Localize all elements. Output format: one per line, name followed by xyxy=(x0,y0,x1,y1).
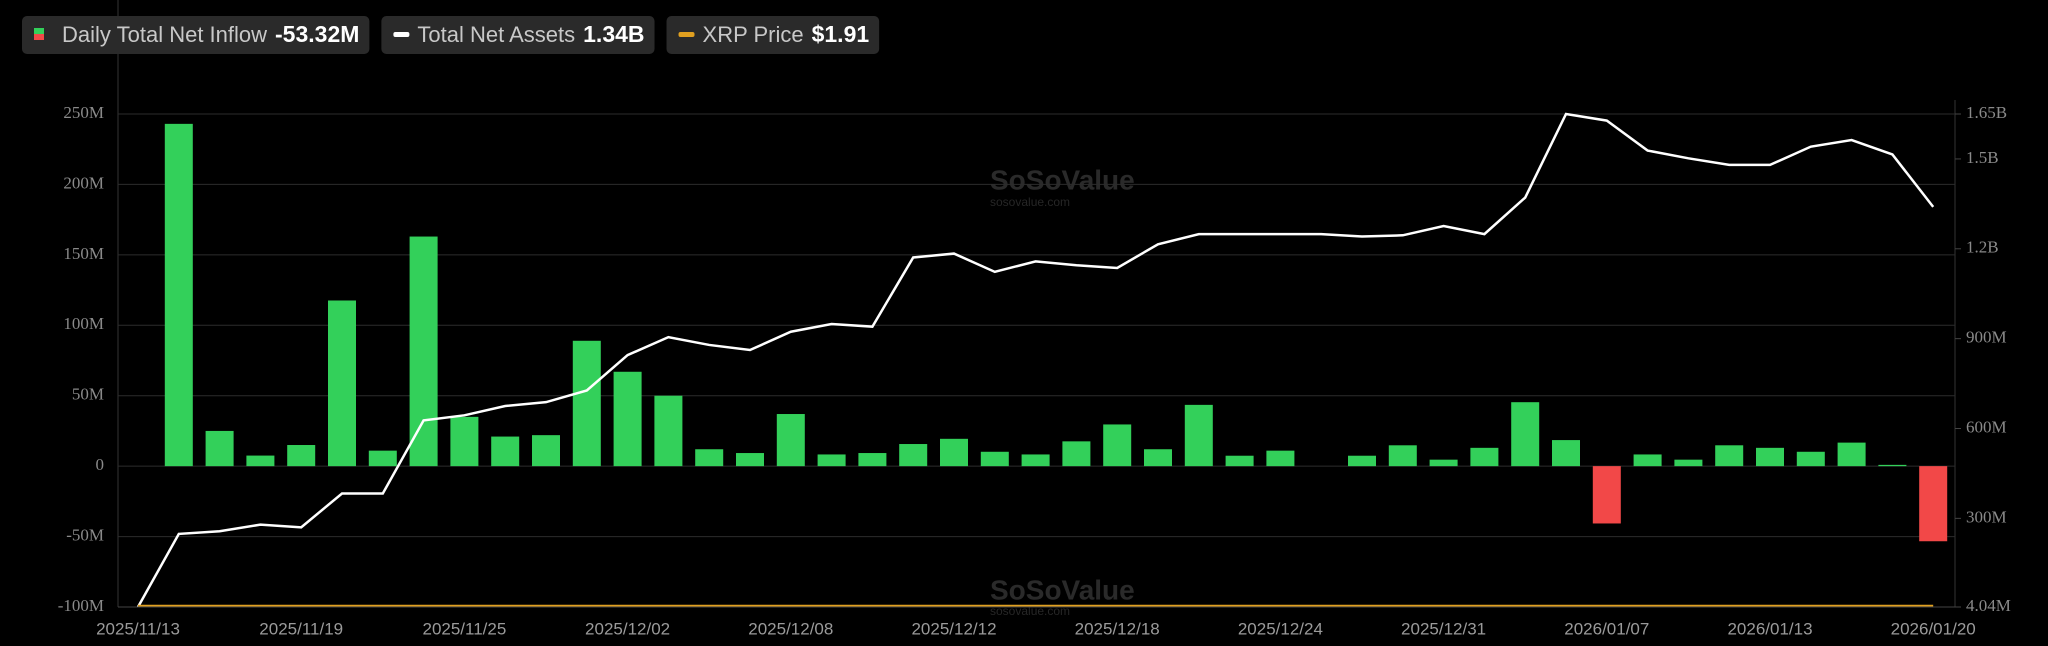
bar xyxy=(817,454,846,467)
bar xyxy=(1348,455,1376,467)
bar xyxy=(1715,445,1744,467)
y-tick-label: 100M xyxy=(63,314,104,333)
bar xyxy=(328,300,356,467)
bar xyxy=(654,395,683,467)
bar xyxy=(736,453,764,467)
bar xyxy=(1021,454,1050,467)
legend-value: 1.34B xyxy=(583,21,644,47)
bar xyxy=(1184,404,1213,467)
legend-item: XRP Price $1.91 xyxy=(666,16,880,54)
watermark-site: sosovalue.com xyxy=(990,604,1070,618)
y2-tick-label: 300M xyxy=(1966,507,2007,526)
x-tick-label: 2025/11/19 xyxy=(259,619,343,638)
watermark-brand: SoSoValue xyxy=(990,574,1135,605)
bar xyxy=(1266,450,1295,467)
bar xyxy=(1511,402,1540,467)
bar xyxy=(450,416,479,467)
x-tick-label: 2025/11/13 xyxy=(96,619,180,638)
x-tick-label: 2026/01/07 xyxy=(1564,619,1649,638)
y-tick-label: -50M xyxy=(66,525,104,544)
watermark-site: sosovalue.com xyxy=(990,195,1070,209)
watermark-brand: SoSoValue xyxy=(990,164,1135,195)
bar xyxy=(491,436,520,467)
x-tick-label: 2026/01/13 xyxy=(1727,619,1812,638)
x-tick-label: 2025/12/08 xyxy=(748,619,833,638)
bar xyxy=(164,123,193,467)
bar xyxy=(532,435,560,467)
x-tick-label: 2025/12/31 xyxy=(1401,619,1486,638)
bar xyxy=(1592,466,1621,524)
y2-tick-label: 1.2B xyxy=(1966,238,1999,257)
y-tick-label: 250M xyxy=(63,103,104,122)
legend-item: Total Net Assets 1.34B xyxy=(381,16,655,54)
bar xyxy=(1062,441,1091,467)
legend-box xyxy=(666,16,880,54)
bar xyxy=(368,450,397,467)
bar xyxy=(613,371,642,467)
legend-box xyxy=(381,16,655,54)
legend-item: Daily Total Net Inflow -53.32M xyxy=(22,16,370,54)
bar xyxy=(1103,424,1132,467)
bar xyxy=(246,455,275,467)
bar xyxy=(1837,442,1866,467)
bar xyxy=(1470,447,1499,467)
legend-label: Daily Total Net Inflow xyxy=(62,22,267,47)
bar xyxy=(1674,459,1703,467)
bar xyxy=(776,414,805,467)
y-tick-label: 200M xyxy=(63,173,104,192)
bar xyxy=(1429,459,1458,467)
y-tick-label: 0 xyxy=(96,455,105,474)
y2-tick-label: 1.65B xyxy=(1966,103,2007,122)
bar xyxy=(287,445,316,467)
legend-value: $1.91 xyxy=(812,21,870,47)
y2-tick-label: 4.04M xyxy=(1966,596,2011,615)
bar xyxy=(1388,445,1417,467)
legend-label: Total Net Assets xyxy=(417,22,575,47)
legend-label: XRP Price xyxy=(703,22,804,47)
y-tick-label: 50M xyxy=(72,385,104,404)
bar xyxy=(1633,454,1662,467)
y-tick-label: 150M xyxy=(63,244,104,263)
x-tick-label: 2025/11/25 xyxy=(422,619,506,638)
y2-tick-label: 900M xyxy=(1966,328,2007,347)
bar xyxy=(1552,440,1580,467)
bar xyxy=(1144,449,1172,467)
legend-swatch xyxy=(678,32,695,37)
bar xyxy=(205,430,234,467)
watermark: SoSoValue sosovalue.com SoSoValue sosova… xyxy=(990,164,1135,618)
bar xyxy=(1878,464,1907,467)
y2-tick-label: 600M xyxy=(1966,417,2007,436)
bar xyxy=(940,438,968,467)
bar xyxy=(1796,451,1825,467)
legend-value: -53.32M xyxy=(275,21,359,47)
bar xyxy=(858,453,887,467)
x-tick-label: 2025/12/12 xyxy=(911,619,996,638)
legend-box xyxy=(22,16,370,54)
y2-tick-label: 1.5B xyxy=(1966,148,1999,167)
legend-swatch xyxy=(34,28,44,34)
bar xyxy=(980,451,1009,467)
x-tick-label: 2025/12/02 xyxy=(585,619,670,638)
x-tick-label: 2025/12/24 xyxy=(1238,619,1323,638)
bar xyxy=(572,340,601,467)
bar xyxy=(1225,455,1254,467)
bar xyxy=(1919,466,1948,542)
y-tick-label: -100M xyxy=(58,596,104,615)
bar xyxy=(409,236,438,467)
x-tick-label: 2025/12/18 xyxy=(1075,619,1160,638)
bar xyxy=(1756,447,1784,467)
legend-swatch xyxy=(34,34,44,40)
legend-swatch xyxy=(393,32,410,37)
bar xyxy=(899,444,928,467)
bar xyxy=(695,449,724,467)
x-tick-label: 2026/01/20 xyxy=(1891,619,1976,638)
line xyxy=(136,112,1935,608)
